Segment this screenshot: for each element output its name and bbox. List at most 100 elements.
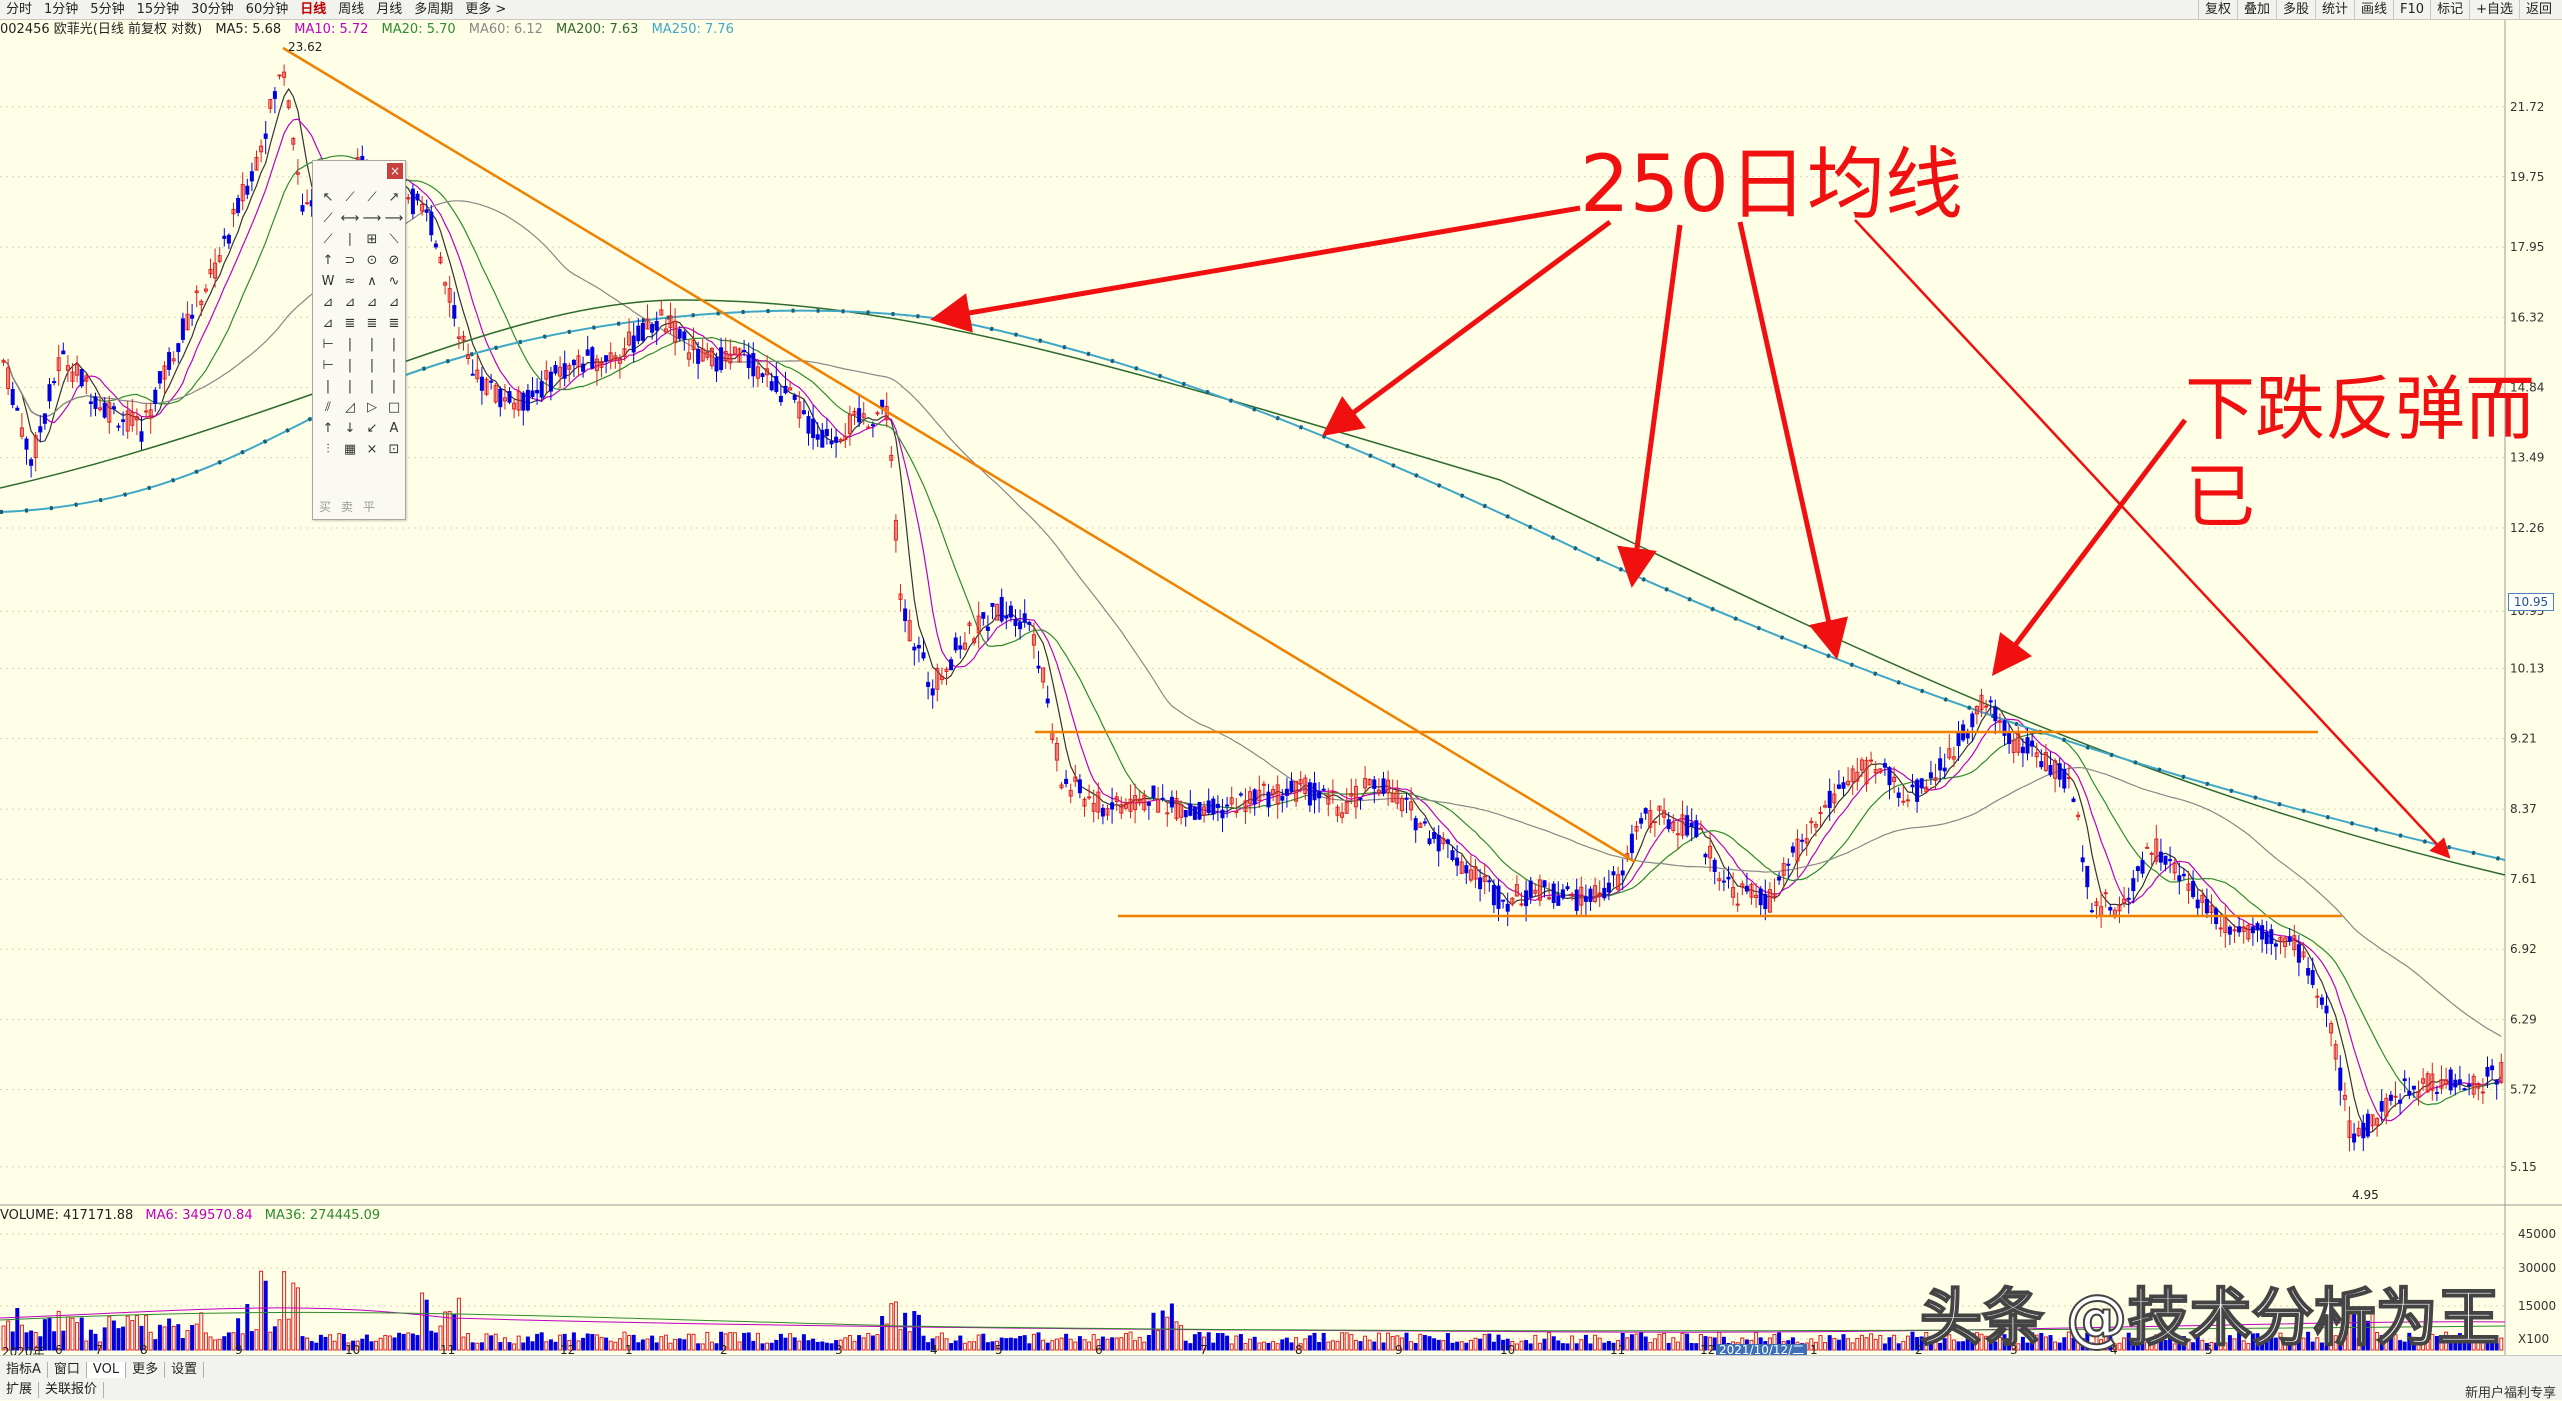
drawing-tool-icon[interactable]: ⊘: [388, 253, 400, 268]
candle: [1800, 833, 1805, 852]
close-icon[interactable]: ×: [387, 163, 403, 179]
period-tab[interactable]: 更多 >: [465, 1, 507, 17]
period-tab[interactable]: 15分钟: [136, 1, 180, 17]
drawing-tool-icon[interactable]: ⊿: [366, 295, 378, 310]
drawing-tool-icon[interactable]: ⊢: [322, 358, 334, 373]
drawing-tool-icon[interactable]: ↓: [344, 421, 356, 436]
toolbar-button[interactable]: F10: [2393, 0, 2430, 20]
volume-bar: [696, 1343, 701, 1351]
candle: [466, 343, 471, 365]
volume-bar: [1087, 1341, 1092, 1351]
volume-bar: [1809, 1338, 1814, 1351]
drawing-tool-icon[interactable]: |: [369, 379, 375, 394]
toolbar-button[interactable]: 叠加: [2236, 0, 2276, 20]
drawing-tool-icon[interactable]: ≣: [344, 316, 356, 331]
drawing-tool-icon[interactable]: ⊙: [366, 253, 378, 268]
toolbar-button[interactable]: +自选: [2469, 0, 2519, 20]
drawing-tool-icon[interactable]: ⟷: [340, 211, 360, 226]
drawing-tool-icon[interactable]: ⟋: [323, 211, 333, 226]
drawing-tool-icon[interactable]: ↑: [322, 421, 334, 436]
toolbar-button[interactable]: 返回: [2518, 0, 2558, 20]
period-tab[interactable]: 周线: [338, 1, 365, 17]
drawing-tool-icon[interactable]: ⟋: [367, 190, 377, 205]
drawing-tool-icon[interactable]: |: [391, 358, 397, 373]
bottom-tab[interactable]: VOL: [86, 1362, 127, 1378]
drawing-tool-icon[interactable]: ↖: [322, 190, 334, 205]
toolbar-button[interactable]: 统计: [2315, 0, 2354, 20]
drawing-tool-icon[interactable]: |: [391, 379, 397, 394]
drawing-tool-icon[interactable]: ⟍: [389, 232, 399, 247]
drawing-tool-icon[interactable]: |: [391, 337, 397, 352]
candle: [627, 318, 632, 347]
drawing-tool-icon[interactable]: ∿: [388, 274, 400, 289]
period-tab[interactable]: 月线: [376, 1, 403, 17]
drawing-tool-icon[interactable]: ◿: [345, 400, 355, 415]
trade-button[interactable]: 卖: [341, 500, 354, 514]
period-tab[interactable]: 分时: [6, 1, 33, 17]
drawing-tool-icon[interactable]: ⟶: [384, 211, 404, 226]
volume-bar: [2393, 1334, 2398, 1351]
drawing-tool-icon[interactable]: ≣: [388, 316, 400, 331]
toolbar-button[interactable]: 标记: [2430, 0, 2469, 20]
drawing-tool-icon[interactable]: |: [347, 358, 353, 373]
drawing-tool-icon[interactable]: ⊿: [344, 295, 356, 310]
candle: [249, 162, 254, 192]
drawing-tool-icon[interactable]: ⊿: [388, 295, 400, 310]
trade-button[interactable]: 平: [363, 500, 376, 514]
volume-bar: [884, 1323, 889, 1351]
candle: [1441, 832, 1446, 850]
drawing-tool-icon[interactable]: ⊿: [322, 316, 334, 331]
bottom-tab[interactable]: 窗口: [48, 1362, 87, 1378]
drawing-tool-icon[interactable]: ≣: [366, 316, 378, 331]
toolbar-button[interactable]: 复权: [2197, 0, 2237, 20]
drawing-tool-icon[interactable]: ⊿: [322, 295, 334, 310]
drawing-tool-icon[interactable]: A: [389, 421, 399, 436]
drawing-tool-icon[interactable]: ×: [366, 442, 378, 457]
period-tab[interactable]: 日线: [300, 1, 327, 17]
volume-bar: [1487, 1333, 1492, 1351]
drawing-tool-icon[interactable]: ⟋: [323, 232, 333, 247]
drawing-tool-icon[interactable]: ⊢: [322, 337, 334, 352]
drawing-tool-icon[interactable]: □: [387, 400, 401, 415]
trade-button[interactable]: 买: [319, 500, 332, 514]
bottom-tab[interactable]: 关联报价: [39, 1382, 105, 1398]
drawing-tool-icon[interactable]: ⟶: [362, 211, 382, 226]
toolbar-button[interactable]: 画线: [2354, 0, 2393, 20]
drawing-tool-icon[interactable]: ▷: [367, 400, 377, 415]
drawing-tool-icon[interactable]: ≈: [344, 274, 356, 289]
bottom-tab[interactable]: 指标A: [0, 1362, 48, 1378]
bottom-tab[interactable]: 更多: [126, 1362, 166, 1378]
drawing-tool-icon[interactable]: |: [325, 379, 331, 394]
drawing-tool-icon[interactable]: |: [369, 358, 375, 373]
drawing-tool-icon[interactable]: |: [347, 337, 353, 352]
toolbar-button[interactable]: 多股: [2275, 0, 2315, 20]
period-tab[interactable]: 30分钟: [191, 1, 234, 17]
drawing-tool-icon[interactable]: ∣: [346, 232, 354, 247]
volume-bar: [1892, 1334, 1897, 1351]
drawing-tool-icon[interactable]: |: [369, 337, 375, 352]
drawing-tool-icon[interactable]: ⊃: [344, 253, 356, 268]
drawing-tool-icon[interactable]: ∧: [367, 274, 377, 289]
drawing-tool-icon[interactable]: ⫶: [326, 442, 330, 457]
drawing-tool-icon[interactable]: ↑: [322, 253, 334, 268]
drawing-tool-icon[interactable]: W: [321, 274, 335, 289]
drawing-tool-icon[interactable]: ↙: [366, 421, 378, 436]
period-tab[interactable]: 1分钟: [44, 1, 79, 17]
drawing-tool-icon[interactable]: ⟋: [345, 190, 355, 205]
volume-bar: [1326, 1341, 1331, 1351]
promo-text[interactable]: 新用户福利专享: [2464, 1386, 2556, 1401]
drawing-tool-icon[interactable]: ⊡: [388, 442, 400, 457]
period-tab[interactable]: 多周期: [414, 1, 454, 17]
drawing-tool-icon[interactable]: ▦: [343, 442, 357, 457]
bottom-tab[interactable]: 扩展: [0, 1382, 40, 1398]
period-tab[interactable]: 5分钟: [90, 1, 125, 17]
bottom-tab[interactable]: 设置: [165, 1362, 205, 1378]
drawing-toolbox[interactable]: × ↖ ⟋ ⟋ ↗ ⟋ ⟷ ⟶ ⟶ ⟋ ∣ ⊞ ⟍ ↑ ⊃ ⊙ ⊘ W ≈ ∧ ∿ ⊿ ⊿ ⊿ ⊿ ⊿ ≣ ≣ ≣ ⊢ | | | ⊢ | | | | |…: [312, 160, 406, 520]
drawing-tool-icon[interactable]: ⊞: [366, 232, 378, 247]
drawing-tool-icon[interactable]: ↗: [388, 190, 400, 205]
drawing-tool-icon[interactable]: ⫽: [325, 400, 331, 415]
candle: [2296, 934, 2301, 977]
drawing-tool-icon[interactable]: |: [347, 379, 353, 394]
period-tab[interactable]: 60分钟: [245, 1, 289, 17]
